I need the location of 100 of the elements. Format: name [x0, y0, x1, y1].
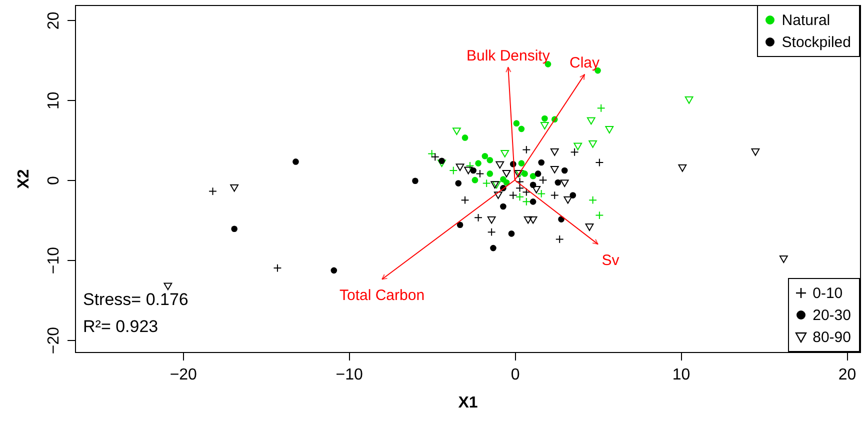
- point: [487, 216, 496, 224]
- point: [164, 282, 172, 290]
- point: [538, 159, 545, 166]
- annotation: R²= 0.923: [83, 317, 158, 336]
- annotation: Stress= 0.176: [83, 290, 188, 309]
- point: [208, 187, 217, 196]
- point: [588, 140, 598, 148]
- point: [482, 152, 488, 160]
- annotation: 80-90: [812, 328, 851, 348]
- point: [428, 150, 436, 158]
- y-tick-label: 0: [46, 176, 62, 186]
- point: [500, 203, 506, 210]
- point: [475, 160, 482, 166]
- point: [456, 164, 464, 172]
- point: [486, 156, 494, 164]
- point: [438, 158, 445, 164]
- point: [534, 170, 542, 177]
- point: [273, 264, 282, 272]
- x-tick-label: −10: [336, 366, 364, 384]
- point: [605, 126, 614, 134]
- point: [555, 235, 564, 244]
- point: [554, 179, 562, 186]
- point: [230, 184, 239, 192]
- point: [522, 146, 531, 154]
- point: [494, 192, 502, 199]
- point: [678, 164, 687, 172]
- point: [540, 122, 549, 130]
- point: [472, 176, 478, 184]
- annotation: Stockpiled: [780, 32, 851, 52]
- point: [595, 158, 604, 167]
- annotation: 0-10: [812, 284, 844, 304]
- x-tick-label: 0: [510, 366, 520, 384]
- point: [462, 134, 468, 141]
- point: [487, 228, 496, 236]
- annotation: Clay: [569, 54, 600, 72]
- point: [438, 160, 446, 168]
- annotation: 20-30: [812, 306, 851, 326]
- point: [537, 189, 546, 198]
- point: [518, 160, 525, 166]
- point: [550, 191, 559, 200]
- point: [532, 186, 541, 194]
- point: [513, 120, 520, 126]
- point: [570, 148, 579, 156]
- y-axis-title: X2: [16, 169, 32, 189]
- point: [503, 179, 510, 186]
- y-tick-label: 10: [46, 92, 62, 110]
- point: [684, 96, 694, 104]
- point: [516, 192, 524, 202]
- point: [456, 222, 464, 228]
- point: [490, 244, 496, 252]
- point: [561, 167, 568, 174]
- point: [530, 172, 536, 180]
- point: [476, 169, 484, 178]
- point: [330, 267, 338, 274]
- point: [460, 196, 470, 204]
- x-tick-label: 10: [672, 366, 690, 384]
- point: [508, 230, 515, 237]
- point: [530, 198, 536, 205]
- y-tick-label: 20: [46, 12, 62, 30]
- point: [486, 170, 494, 177]
- point: [595, 211, 604, 220]
- point: [516, 177, 524, 186]
- point: [502, 170, 511, 178]
- annotation: Natural: [780, 10, 832, 30]
- x-tick-label: −20: [170, 366, 198, 384]
- point: [588, 196, 598, 204]
- point: [496, 161, 504, 169]
- annotation: Bulk Density: [466, 47, 550, 64]
- point: [586, 117, 596, 125]
- point: [528, 216, 538, 224]
- point: [585, 224, 594, 231]
- point: [292, 158, 299, 165]
- point: [430, 152, 440, 162]
- point: [524, 216, 532, 224]
- point: [564, 196, 572, 204]
- point: [455, 180, 462, 186]
- point: [464, 166, 473, 174]
- point: [449, 166, 458, 175]
- point: [231, 226, 238, 232]
- point: [550, 148, 559, 156]
- point: [522, 197, 531, 206]
- point: [779, 256, 788, 263]
- point: [574, 142, 582, 150]
- annotation: Total Carbon: [340, 287, 425, 304]
- point: [518, 126, 525, 132]
- point: [508, 191, 518, 200]
- point: [751, 148, 760, 156]
- point: [596, 104, 606, 112]
- point: [500, 150, 510, 158]
- point: [452, 128, 461, 136]
- annotation: Sv: [602, 252, 620, 270]
- point: [570, 192, 576, 198]
- x-axis-title: X1: [458, 394, 478, 412]
- point: [466, 162, 474, 170]
- y-tick-label: −20: [46, 326, 62, 354]
- point: [550, 166, 559, 174]
- x-tick-label: 20: [838, 366, 856, 384]
- point: [474, 213, 482, 222]
- point: [538, 176, 548, 184]
- point: [482, 179, 491, 188]
